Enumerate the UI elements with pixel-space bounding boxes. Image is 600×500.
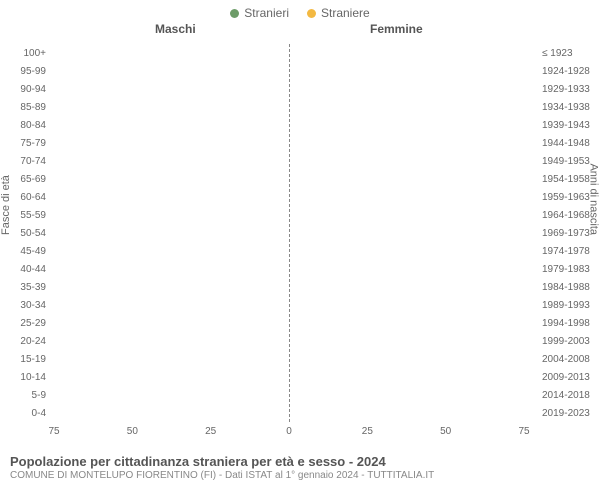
pyramid-row: [54, 278, 524, 296]
age-label: 25-29: [0, 314, 50, 332]
legend-item-male: Stranieri: [230, 6, 289, 20]
x-tick: 0: [286, 426, 292, 437]
age-label: 50-54: [0, 224, 50, 242]
age-label: 90-94: [0, 80, 50, 98]
birth-year-label: 1989-1993: [538, 296, 600, 314]
age-label: 40-44: [0, 260, 50, 278]
column-header-female: Femmine: [370, 22, 423, 36]
birth-year-label: 1959-1963: [538, 188, 600, 206]
pyramid-row: [54, 98, 524, 116]
pyramid-row: [54, 386, 524, 404]
pyramid-row: [54, 188, 524, 206]
column-headers: Maschi Femmine: [0, 22, 600, 40]
age-label: 30-34: [0, 296, 50, 314]
x-tick: 75: [48, 426, 59, 437]
age-label: 100+: [0, 44, 50, 62]
pyramid-row: [54, 296, 524, 314]
pyramid-row: [54, 224, 524, 242]
pyramid-row: [54, 170, 524, 188]
plot-area: [54, 44, 524, 422]
pyramid-row: [54, 332, 524, 350]
pyramid-row: [54, 134, 524, 152]
population-pyramid-chart: Fasce di età Anni di nascita 100+95-9990…: [0, 40, 600, 450]
legend-swatch-male: [230, 9, 239, 18]
birth-year-label: 1954-1958: [538, 170, 600, 188]
x-tick: 75: [518, 426, 529, 437]
column-header-male: Maschi: [155, 22, 196, 36]
birth-year-label: 1944-1948: [538, 134, 600, 152]
birth-year-label: 2014-2018: [538, 386, 600, 404]
age-label: 45-49: [0, 242, 50, 260]
age-labels: 100+95-9990-9485-8980-8475-7970-7465-696…: [0, 44, 50, 422]
pyramid-row: [54, 44, 524, 62]
age-label: 55-59: [0, 206, 50, 224]
legend-swatch-female: [307, 9, 316, 18]
birth-year-label: ≤ 1923: [538, 44, 600, 62]
birth-year-label: 1969-1973: [538, 224, 600, 242]
age-label: 20-24: [0, 332, 50, 350]
chart-subtitle: COMUNE DI MONTELUPO FIORENTINO (FI) - Da…: [10, 470, 590, 481]
age-label: 70-74: [0, 152, 50, 170]
legend-item-female: Straniere: [307, 6, 370, 20]
pyramid-row: [54, 314, 524, 332]
age-label: 0-4: [0, 404, 50, 422]
birth-year-label: 1934-1938: [538, 98, 600, 116]
legend-label-female: Straniere: [321, 6, 370, 20]
pyramid-row: [54, 80, 524, 98]
pyramid-row: [54, 368, 524, 386]
x-axis: 7550250255075: [54, 426, 524, 446]
birth-year-labels: ≤ 19231924-19281929-19331934-19381939-19…: [538, 44, 600, 422]
birth-year-label: 2004-2008: [538, 350, 600, 368]
age-label: 5-9: [0, 386, 50, 404]
pyramid-rows: [54, 44, 524, 422]
age-label: 80-84: [0, 116, 50, 134]
age-label: 75-79: [0, 134, 50, 152]
age-label: 65-69: [0, 170, 50, 188]
pyramid-row: [54, 404, 524, 422]
chart-title: Popolazione per cittadinanza straniera p…: [10, 454, 590, 469]
pyramid-row: [54, 62, 524, 80]
birth-year-label: 2009-2013: [538, 368, 600, 386]
pyramid-row: [54, 206, 524, 224]
birth-year-label: 1949-1953: [538, 152, 600, 170]
birth-year-label: 1999-2003: [538, 332, 600, 350]
pyramid-row: [54, 260, 524, 278]
birth-year-label: 2019-2023: [538, 404, 600, 422]
x-tick: 50: [127, 426, 138, 437]
age-label: 15-19: [0, 350, 50, 368]
pyramid-row: [54, 116, 524, 134]
birth-year-label: 1979-1983: [538, 260, 600, 278]
x-tick: 25: [205, 426, 216, 437]
age-label: 85-89: [0, 98, 50, 116]
birth-year-label: 1984-1988: [538, 278, 600, 296]
pyramid-row: [54, 350, 524, 368]
birth-year-label: 1964-1968: [538, 206, 600, 224]
age-label: 60-64: [0, 188, 50, 206]
x-tick: 25: [362, 426, 373, 437]
birth-year-label: 1939-1943: [538, 116, 600, 134]
birth-year-label: 1974-1978: [538, 242, 600, 260]
x-tick: 50: [440, 426, 451, 437]
age-label: 35-39: [0, 278, 50, 296]
pyramid-row: [54, 242, 524, 260]
age-label: 95-99: [0, 62, 50, 80]
birth-year-label: 1994-1998: [538, 314, 600, 332]
chart-footer: Popolazione per cittadinanza straniera p…: [0, 450, 600, 481]
legend-label-male: Stranieri: [244, 6, 289, 20]
legend: Stranieri Straniere: [0, 0, 600, 22]
age-label: 10-14: [0, 368, 50, 386]
birth-year-label: 1929-1933: [538, 80, 600, 98]
pyramid-row: [54, 152, 524, 170]
birth-year-label: 1924-1928: [538, 62, 600, 80]
